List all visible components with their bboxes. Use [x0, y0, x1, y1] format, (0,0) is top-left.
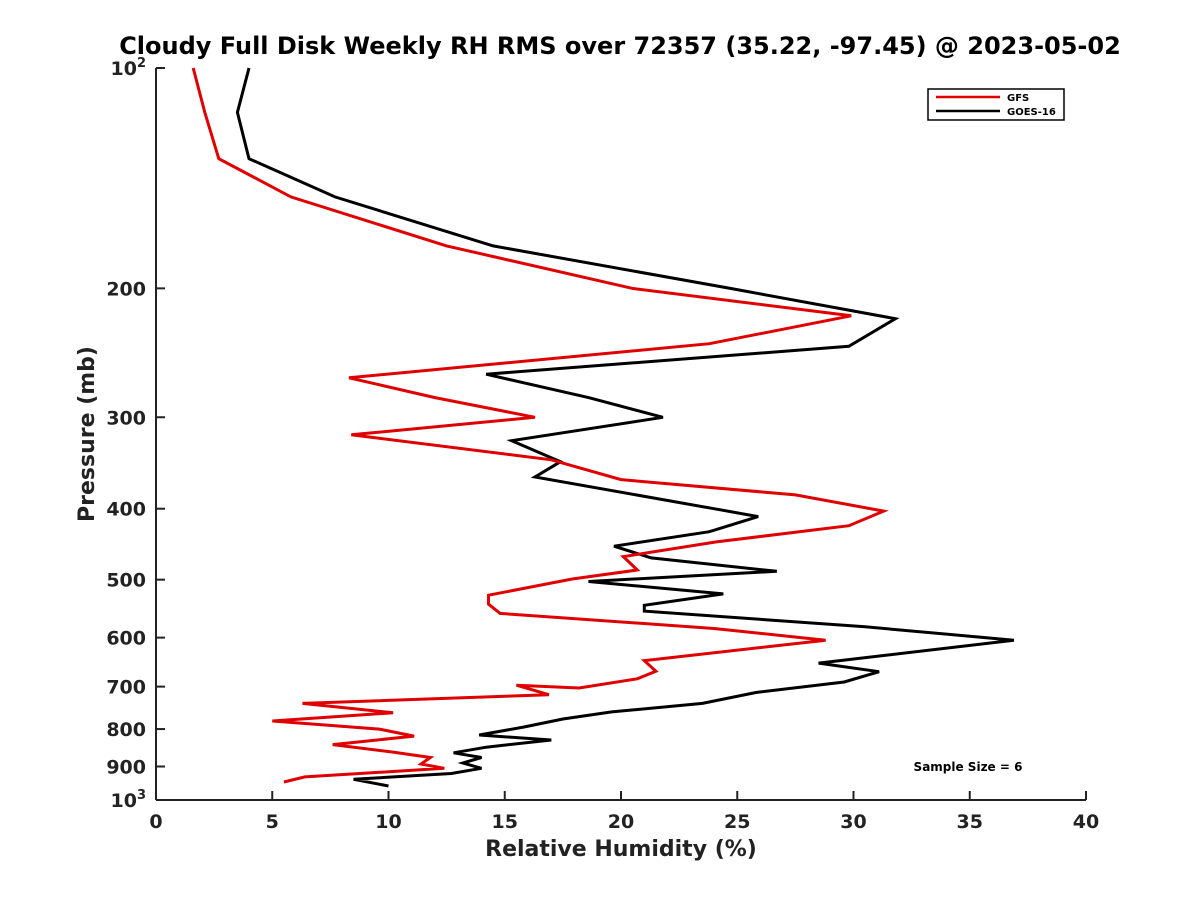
y-tick-label: 800	[106, 719, 146, 741]
y-tick-label-base: 300	[106, 407, 146, 429]
y-tick-label: 400	[106, 499, 146, 521]
y-tick-label: 103	[111, 788, 147, 812]
y-tick-label-base: 200	[106, 278, 146, 300]
sample-size-note: Sample Size = 6	[914, 760, 1023, 774]
y-tick-label: 600	[106, 628, 146, 650]
y-tick-label-base: 10	[111, 790, 137, 812]
x-tick-label: 40	[1073, 811, 1099, 833]
x-tick-label: 35	[957, 811, 983, 833]
y-tick-label-base: 900	[106, 757, 146, 779]
y-tick-label: 700	[106, 677, 146, 699]
x-ticks: 0 5 10 15 20 25 30 35 40	[149, 791, 1099, 833]
legend: GFS GOES-16	[927, 88, 1065, 121]
chart-title: Cloudy Full Disk Weekly RH RMS over 7235…	[119, 32, 1121, 60]
y-tick-label-exponent: 3	[137, 788, 146, 803]
legend-box	[927, 88, 1065, 121]
x-tick-label: 15	[492, 811, 518, 833]
x-tick-label: 25	[724, 811, 750, 833]
legend-label-goes16: GOES-16	[1007, 107, 1056, 118]
x-tick-label: 30	[840, 811, 866, 833]
x-tick-label: 20	[608, 811, 634, 833]
y-tick-label-base: 400	[106, 499, 146, 521]
y-tick-label: 500	[106, 570, 146, 592]
y-tick-label-exponent: 2	[137, 56, 146, 71]
y-axis-label: Pressure (mb)	[75, 346, 100, 522]
y-tick-label-base: 10	[111, 58, 137, 80]
y-tick-label-base: 600	[106, 628, 146, 650]
x-tick-label: 10	[375, 811, 401, 833]
x-axis-label: Relative Humidity (%)	[485, 837, 757, 862]
y-tick-label-base: 500	[106, 570, 146, 592]
series-line-gfs	[191, 67, 889, 784]
series-layer	[191, 67, 1015, 788]
y-tick-label: 200	[106, 278, 146, 300]
series-line-goes16	[235, 67, 1015, 788]
x-tick-label: 5	[266, 811, 279, 833]
y-tick-label-base: 700	[106, 677, 146, 699]
y-tick-label: 102	[111, 56, 147, 80]
y-tick-label: 300	[106, 407, 146, 429]
y-tick-label-base: 800	[106, 719, 146, 741]
y-tick-label: 900	[106, 757, 146, 779]
legend-label-gfs: GFS	[1007, 93, 1029, 104]
x-tick-label: 0	[149, 811, 162, 833]
